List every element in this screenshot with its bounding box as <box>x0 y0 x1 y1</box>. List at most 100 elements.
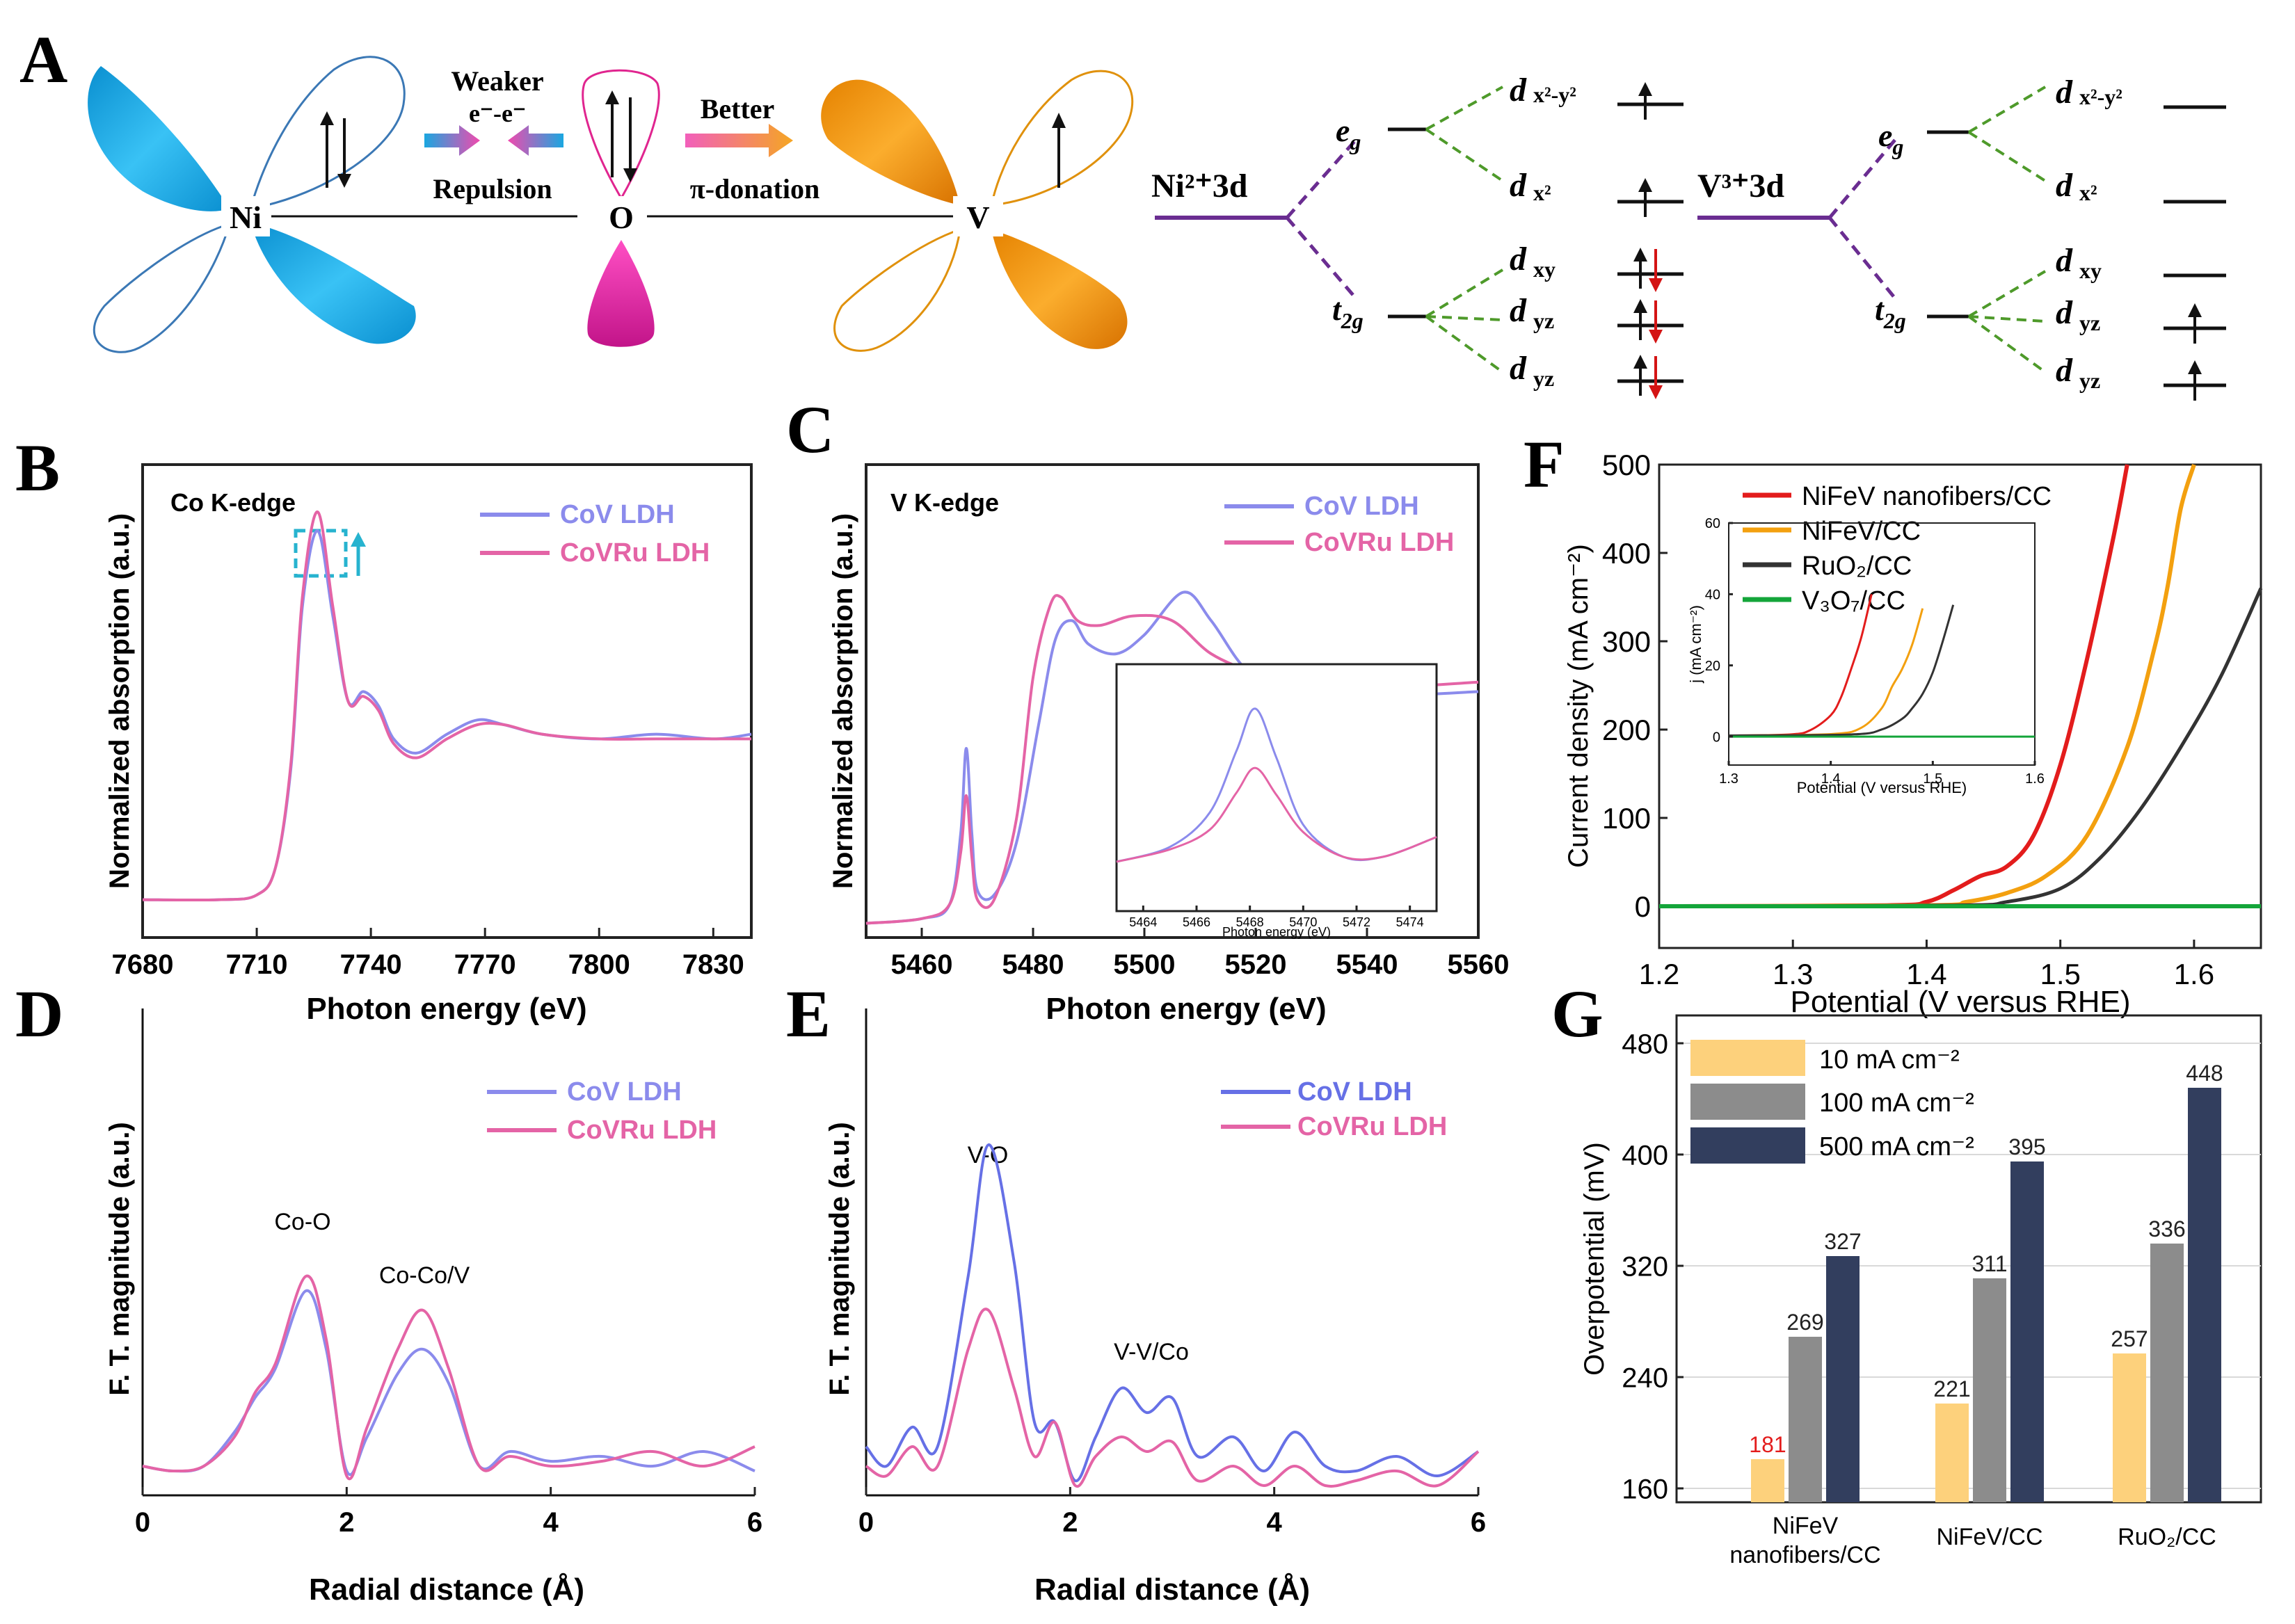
panel-f-label: F <box>1524 427 1565 501</box>
v-lobe-bottom-left <box>833 227 961 352</box>
panel-g-bar <box>1935 1404 1969 1502</box>
ni-lobe-bottom-right <box>250 223 416 344</box>
panel-f-inset-xticks-label: 1.3 <box>1719 771 1738 787</box>
panel-c-inset-xticks-label: 5464 <box>1129 915 1157 929</box>
panel-f-inset-yticks-label: 20 <box>1705 659 1720 674</box>
panel-f-xticks: 1.2 1.3 1.4 1.5 1.6 <box>1639 940 2214 990</box>
repulsion-label: Repulsion <box>433 173 552 204</box>
panel-g-categories: NiFeV nanofibers/CC NiFeV/CC RuO₂/CC <box>1729 1513 2216 1568</box>
ni-orb-yz1: d yz <box>1510 292 1554 333</box>
panel-b-title: Co K-edge <box>170 488 296 517</box>
pi-donation-label: π-donation <box>690 173 819 204</box>
panel-f-inset-frame <box>1728 522 2036 766</box>
panel-f-inset-xlabel: Potential (V versus RHE) <box>1797 779 1967 796</box>
panel-g-yticks-label: 480 <box>1622 1029 1668 1059</box>
arrow-ni-to-o <box>424 125 480 156</box>
panel-e-legend: CoV LDH CoVRu LDH <box>1221 1077 1447 1141</box>
v-orbital <box>821 70 1134 352</box>
panel-g-bar <box>1751 1459 1784 1502</box>
panel-f-inset-series-ruo2 <box>1728 604 1955 737</box>
v-orb-xy: d xy <box>2056 242 2102 283</box>
v-lobe-bottom-right <box>991 230 1128 349</box>
panel-f-legend: NiFeV nanofibers/CC NiFeV/CC RuO₂/CC V₃O… <box>1743 482 2052 616</box>
panel-b-xticks-label: 7830 <box>682 949 744 980</box>
panel-d-ylabel: F. T. magnitude (a.u.) <box>104 1122 135 1395</box>
panel-f-inset-xticks-label: 1.6 <box>2025 771 2045 787</box>
panel-g-category-label: NiFeV <box>1773 1513 1839 1539</box>
ni-eg-label: eg <box>1336 113 1361 154</box>
panel-b-xlabel: Photon energy (eV) <box>306 992 586 1026</box>
panel-f-xticks-label: 1.4 <box>1906 958 1946 990</box>
panel-e-xticks-label: 0 <box>858 1507 874 1538</box>
panel-g-bar-value: 395 <box>2008 1134 2045 1159</box>
ni-lobe-top-left <box>88 66 230 211</box>
panel-e-xticks-label: 6 <box>1471 1507 1486 1538</box>
panel-d-xticks-label: 0 <box>135 1507 150 1538</box>
panel-g-bar-labels: 181 269 327 221 311 395 257 336 448 <box>1749 1061 2223 1457</box>
panel-b-frame <box>141 463 753 939</box>
panel-d-series-cov <box>142 1289 755 1477</box>
v-splitting-diagram: V³⁺3d eg t2g d x²-y² d x² d xy d yz d yz <box>1697 74 2226 401</box>
panel-f-inset-yticks-label: 40 <box>1705 588 1720 603</box>
panel-d-xticks: 0 2 4 6 <box>135 1487 762 1538</box>
arrow-o-to-ni <box>508 125 563 156</box>
panel-g-bar <box>2010 1161 2044 1502</box>
panel-e-xticks-label: 4 <box>1267 1507 1283 1538</box>
ni-orb-yz2: d yz <box>1510 350 1554 391</box>
panel-e-series-cov <box>865 1143 1480 1482</box>
panel-f-inset-xticks-label: 1.4 <box>1821 771 1841 787</box>
v-orb-yz1: d yz <box>2056 294 2100 335</box>
panel-g-bar <box>1826 1256 1860 1502</box>
v-t2g-label: t2g <box>1875 291 1906 333</box>
panel-c-xticks-label: 5500 <box>1114 949 1176 980</box>
panel-g-bar <box>2150 1244 2184 1502</box>
panel-g-category-label: nanofibers/CC <box>1729 1542 1880 1568</box>
panel-c-xticks-label: 5520 <box>1225 949 1287 980</box>
panel-b-xticks: 7680 7710 7740 7770 7800 7830 <box>112 928 744 980</box>
panel-g-yticks-label: 320 <box>1622 1251 1668 1282</box>
v-3d-label: V³⁺3d <box>1697 168 1784 204</box>
panel-b-xticks-label: 7740 <box>340 949 402 980</box>
panel-d-legend-covru: CoVRu LDH <box>567 1116 717 1145</box>
panel-d-legend: CoV LDH CoVRu LDH <box>487 1077 717 1145</box>
o-lobe-bottom <box>587 240 655 347</box>
v-lobe-top-right <box>990 70 1134 207</box>
panel-e-xlabel: Radial distance (Å) <box>1034 1573 1310 1607</box>
panel-c-xticks-label: 5480 <box>1002 949 1064 980</box>
panel-g-chart: 160 240 320 400 480 181 269 327 221 311 395 257 336… <box>1579 1014 2262 1568</box>
panel-g-bar <box>2188 1088 2221 1502</box>
arrow-o-to-v <box>685 124 793 157</box>
panel-d-label: D <box>15 976 63 1051</box>
panel-f-inset-yticks: 0 20 40 60 <box>1705 516 1733 745</box>
panel-c-inset-xlabel: Photon energy (eV) <box>1222 925 1331 939</box>
panel-d-chart: CoV LDH CoVRu LDH Co-O Co-Co/V 0 2 4 6 Radi… <box>104 1008 762 1607</box>
ni-t2g-levels <box>1617 248 1684 399</box>
panel-c-label: C <box>786 392 834 467</box>
panel-c-inset-xticks: 5464 5466 5468 5470 5472 5474 <box>1129 906 1424 929</box>
panel-g-bar-value: 257 <box>2111 1326 2148 1351</box>
v-orb-yz2: d yz <box>2056 352 2100 393</box>
panel-d-series-covru <box>142 1274 755 1481</box>
panel-c-legend: CoV LDH CoVRu LDH <box>1224 492 1454 557</box>
panel-b-xticks-label: 7800 <box>568 949 630 980</box>
ni-orb-x2y2: d x²-y² <box>1510 72 1576 108</box>
panel-g-category-label: NiFeV/CC <box>1936 1524 2042 1550</box>
panel-c-inset-frame <box>1115 663 1438 913</box>
panel-f-yticks-label: 200 <box>1602 714 1651 746</box>
panel-f-inset-yticks-label: 0 <box>1713 730 1720 745</box>
panel-c-inset-xticks-label: 5470 <box>1289 915 1317 929</box>
panel-g-legend-100: 100 mA cm⁻² <box>1819 1088 1974 1118</box>
ni-orb-x2: d x² <box>1510 167 1551 205</box>
panel-g-bar-value: 336 <box>2148 1216 2185 1241</box>
o-orbital <box>582 69 660 347</box>
panel-f-xticks-label: 1.5 <box>2040 958 2080 990</box>
better-label: Better <box>701 93 775 124</box>
weaker-label: Weaker <box>451 65 543 97</box>
v-orb-x2y2: d x²-y² <box>2056 74 2122 111</box>
ni-lobe-bottom-left <box>93 222 232 353</box>
panel-c-chart: V K-edge CoV LDH CoVRu LDH 5460 5480 5500 5… <box>828 463 1509 1026</box>
panel-c-inset-xticks-label: 5472 <box>1343 915 1370 929</box>
panel-c-legend-cov: CoV LDH <box>1304 492 1419 521</box>
